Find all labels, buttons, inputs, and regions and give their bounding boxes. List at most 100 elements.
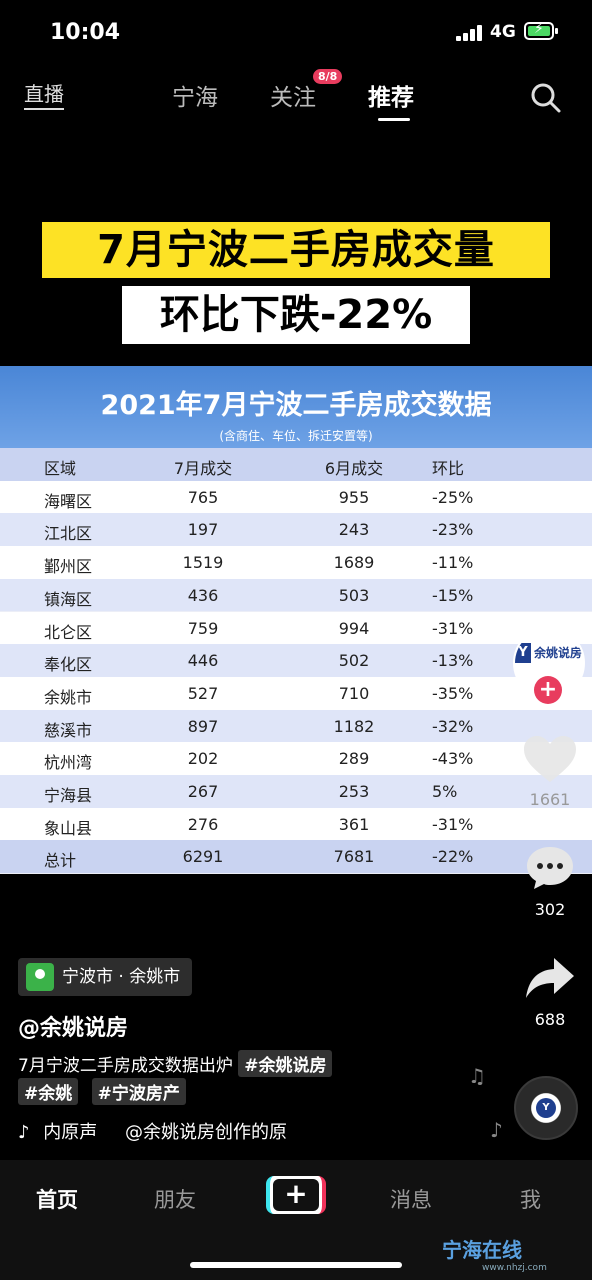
table-cell: 197 <box>187 520 219 540</box>
table-cell: 1689 <box>333 553 375 573</box>
table-cell: 区域 <box>44 459 77 478</box>
tab-friends[interactable]: 朋友 <box>154 1188 196 1212</box>
share-count: 688 <box>534 1010 566 1029</box>
table-row: 鄞州区 1519 1689 -11% <box>0 546 592 579</box>
top-nav: 直播 宁海 关注 8/8 推荐 <box>0 69 592 126</box>
heart-icon[interactable] <box>522 734 578 784</box>
battery-icon: ⚡ <box>524 21 558 40</box>
table-cell: 253 <box>338 782 370 801</box>
hashtag[interactable]: #余姚说房 <box>238 1050 333 1077</box>
table-row: 镇海区 436 503 -15% <box>0 578 592 612</box>
tab-recommend[interactable]: 推荐 <box>368 85 414 111</box>
table-cell: 江北区 <box>44 524 93 544</box>
table-cell: 765 <box>187 487 219 507</box>
tab-ninghai[interactable]: 宁海 <box>172 85 218 111</box>
table-cell: 7月成交 <box>173 459 233 478</box>
table-cell: 6月成交 <box>324 459 384 478</box>
table-row: 余姚市 527 710 -35% <box>0 676 592 710</box>
table-subtitle: (含商住、车位、拆迁安置等) <box>219 429 373 443</box>
table-cell: -43% <box>432 749 474 769</box>
comment-count: 302 <box>534 900 566 919</box>
signal-icon <box>456 25 482 41</box>
status-bar: 10:04 4G ⚡ <box>0 0 592 64</box>
create-button[interactable]: + <box>266 1176 326 1214</box>
tab-me[interactable]: 我 <box>520 1188 541 1212</box>
table-cell: 余姚市 <box>44 687 93 707</box>
table-cell: 503 <box>338 585 370 605</box>
table-title: 2021年7月宁波二手房成交数据 <box>100 390 492 421</box>
tab-home[interactable]: 首页 <box>36 1188 78 1212</box>
table-cell: 北仑区 <box>44 622 93 642</box>
table-row: 江北区 197 243 -23% <box>0 513 592 547</box>
table-cell: 宁海县 <box>44 786 93 805</box>
table-cell: 759 <box>187 618 219 638</box>
hashtag[interactable]: #余姚 <box>18 1078 79 1105</box>
watermark: 宁海在线 www.nhzj.com <box>442 1234 547 1273</box>
video-headline-2: 环比下跌-22% <box>122 286 470 344</box>
comment-icon[interactable] <box>524 844 576 892</box>
location-tag[interactable]: 宁波市 · 余姚市 <box>18 958 193 996</box>
search-icon[interactable] <box>530 82 562 114</box>
table-cell: 289 <box>338 749 370 769</box>
music-note-icon: ♪ <box>490 1118 503 1142</box>
table-cell: 202 <box>187 749 219 769</box>
table-row: 象山县 276 361 -31% <box>0 807 592 841</box>
table-header-banner: 2021年7月宁波二手房成交数据 (含商住、车位、拆迁安置等) <box>0 366 592 448</box>
home-indicator <box>190 1262 402 1268</box>
table-header-row: 区域 7月成交 6月成交 环比 <box>0 448 592 481</box>
caption-text: 7月宁波二手房成交数据出炉 #余姚说房 <box>18 1050 333 1077</box>
table-cell: 鄞州区 <box>44 557 93 577</box>
table-cell: 955 <box>338 487 370 507</box>
table-row: 慈溪市 897 1182 -32% <box>0 709 592 743</box>
table-cell: 243 <box>338 520 370 540</box>
music-left: 内原声 <box>43 1122 98 1143</box>
watermark-name: 宁海在线 <box>442 1238 522 1262</box>
table-cell: -22% <box>432 847 474 867</box>
table-cell: 杭州湾 <box>44 753 93 773</box>
table-cell: 环比 <box>432 459 465 478</box>
table-cell: -31% <box>432 618 474 638</box>
table-cell: 267 <box>187 782 219 801</box>
table-cell: 5% <box>432 782 458 801</box>
table-cell: -32% <box>432 716 474 736</box>
tiktok-note-icon: ♪ <box>18 1122 30 1143</box>
table-cell: -35% <box>432 683 474 703</box>
table-cell: -23% <box>432 520 474 540</box>
table-cell: 6291 <box>182 847 224 867</box>
tab-following[interactable]: 关注 <box>270 85 316 111</box>
caption-body: 7月宁波二手房成交数据出炉 <box>18 1056 233 1076</box>
table-cell: 361 <box>338 814 370 834</box>
table-row: 杭州湾 202 289 -43% <box>0 742 592 775</box>
table-total-row: 总计 6291 7681 -22% <box>0 840 592 874</box>
music-right: @余姚说房创作的原 <box>124 1122 287 1143</box>
music-info[interactable]: ♪ 内原声 @余姚说房创作的原 <box>18 1118 287 1144</box>
table-cell: 海曙区 <box>44 491 93 511</box>
table-cell: -25% <box>432 487 474 507</box>
table-cell: 710 <box>338 683 370 703</box>
table-cell: 436 <box>187 585 219 605</box>
disc-mark: Y <box>536 1098 556 1118</box>
follow-button[interactable]: + <box>534 676 562 704</box>
hashtag[interactable]: #宁波房产 <box>91 1078 186 1105</box>
author-name[interactable]: @余姚说房 <box>18 1016 129 1041</box>
tab-messages[interactable]: 消息 <box>390 1188 432 1212</box>
live-button[interactable]: 直播 <box>24 78 64 110</box>
table-row: 北仑区 759 994 -31% <box>0 611 592 645</box>
table-cell: 总计 <box>44 851 77 871</box>
like-count: 1661 <box>529 790 571 809</box>
table-cell: 502 <box>338 651 370 671</box>
table-row: 奉化区 446 502 -13% <box>0 644 592 677</box>
table-cell: 1182 <box>333 716 375 736</box>
table-cell: 奉化区 <box>44 655 93 675</box>
table-cell: 527 <box>187 683 219 703</box>
music-disc[interactable]: Y <box>514 1076 578 1140</box>
location-text: 宁波市 · 余姚市 <box>62 967 181 987</box>
video-headline-1: 7月宁波二手房成交量 <box>42 222 550 278</box>
active-tab-indicator <box>378 118 410 121</box>
share-icon[interactable] <box>524 954 576 1002</box>
table-cell: 276 <box>187 814 219 834</box>
table-cell: 1519 <box>182 553 224 573</box>
table-cell: 镇海区 <box>44 589 93 609</box>
table-cell: -11% <box>432 553 474 573</box>
music-note-icon: ♫ <box>468 1064 486 1088</box>
